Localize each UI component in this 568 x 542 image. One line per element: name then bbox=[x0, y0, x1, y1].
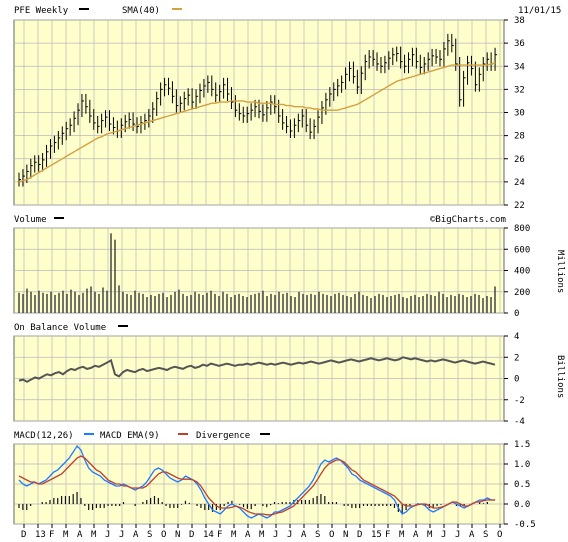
volume-bars bbox=[18, 233, 496, 313]
y-tick-label: 600 bbox=[514, 245, 530, 255]
x-tick-label: A bbox=[469, 530, 475, 540]
y-tick-label: 4 bbox=[514, 332, 519, 342]
credit-label: ©BigCharts.com bbox=[430, 215, 506, 225]
price-axis-ticks: 22 24 26 28 30 32 34 36 38 bbox=[504, 16, 525, 211]
divergence-legend-swatch bbox=[260, 433, 270, 435]
price-legend-swatch bbox=[79, 8, 89, 10]
y-tick-label: 34 bbox=[514, 62, 525, 72]
sma-legend-swatch bbox=[172, 8, 182, 10]
volume-legend-swatch bbox=[54, 217, 64, 219]
sma-line bbox=[18, 62, 496, 183]
date-label: 11/01/15 bbox=[518, 6, 561, 16]
x-tick-label: A bbox=[413, 530, 419, 540]
x-tick-label: S bbox=[315, 530, 320, 540]
price-bars bbox=[18, 33, 498, 187]
x-tick-label: 13 bbox=[35, 530, 46, 540]
x-tick-label: J bbox=[455, 530, 460, 540]
obv-legend-swatch bbox=[118, 325, 128, 327]
obv-label: On Balance Volume bbox=[14, 323, 106, 333]
volume-unit: Millions bbox=[555, 250, 565, 293]
y-tick-label: 2 bbox=[514, 353, 519, 363]
volume-label: Volume bbox=[14, 215, 47, 225]
x-tick-label: J bbox=[273, 530, 278, 540]
y-tick-label: 36 bbox=[514, 39, 525, 49]
x-tick-label: M bbox=[91, 530, 97, 540]
x-tick-label: O bbox=[497, 530, 502, 540]
x-tick-label: A bbox=[77, 530, 83, 540]
y-tick-label: 1.5 bbox=[514, 440, 530, 450]
y-tick-label: 22 bbox=[514, 201, 525, 211]
x-tick-label: F bbox=[49, 530, 54, 540]
obv-axis-ticks: -4 -2 0 2 4 bbox=[504, 332, 525, 427]
obv-unit: Billions bbox=[555, 355, 565, 398]
x-tick-label: M bbox=[231, 530, 237, 540]
y-tick-label: 28 bbox=[514, 132, 525, 142]
obv-grid bbox=[14, 335, 504, 422]
y-tick-label: 200 bbox=[514, 288, 530, 298]
x-tick-label: J bbox=[105, 530, 110, 540]
macd-ema-legend-swatch bbox=[178, 433, 188, 435]
y-tick-label: 0.5 bbox=[514, 480, 530, 490]
x-tick-label: M bbox=[427, 530, 433, 540]
x-tick-label: S bbox=[147, 530, 152, 540]
y-tick-label: 32 bbox=[514, 85, 525, 95]
obv-line bbox=[18, 356, 496, 383]
x-tick-label: S bbox=[483, 530, 488, 540]
x-axis-ticks: D 13 F M A M J J A S O N D 14 F M A M J J A S O N D 15 F M A M J J A S O bbox=[21, 524, 502, 540]
x-tick-label: N bbox=[343, 530, 348, 540]
y-tick-label: 400 bbox=[514, 267, 530, 277]
y-tick-label: 0.0 bbox=[514, 500, 530, 510]
x-tick-label: F bbox=[385, 530, 390, 540]
volume-axis-ticks: 0 200 400 600 800 bbox=[504, 224, 530, 319]
macd-ema-line bbox=[18, 455, 496, 516]
macd-ema-label: MACD EMA(9) bbox=[100, 431, 160, 441]
x-tick-label: J bbox=[287, 530, 292, 540]
y-tick-label: 26 bbox=[514, 155, 525, 165]
x-tick-label: M bbox=[399, 530, 405, 540]
x-tick-label: D bbox=[357, 530, 362, 540]
y-tick-label: 30 bbox=[514, 109, 525, 119]
x-tick-label: N bbox=[175, 530, 180, 540]
x-tick-label: F bbox=[217, 530, 222, 540]
y-tick-label: 0 bbox=[514, 309, 519, 319]
y-tick-label: -0.5 bbox=[514, 520, 536, 530]
x-tick-label: A bbox=[133, 530, 139, 540]
x-tick-label: O bbox=[329, 530, 334, 540]
y-tick-label: 24 bbox=[514, 178, 525, 188]
y-tick-label: 0 bbox=[514, 375, 519, 385]
y-tick-label: 1.0 bbox=[514, 460, 530, 470]
x-tick-label: D bbox=[189, 530, 194, 540]
x-tick-label: M bbox=[259, 530, 265, 540]
sma-label: SMA(40) bbox=[122, 6, 160, 16]
x-tick-label: M bbox=[63, 530, 69, 540]
x-tick-label: J bbox=[441, 530, 446, 540]
x-tick-label: J bbox=[119, 530, 124, 540]
y-tick-label: 38 bbox=[514, 16, 525, 26]
y-tick-label: -2 bbox=[514, 396, 525, 406]
x-tick-label: O bbox=[161, 530, 166, 540]
y-tick-label: -4 bbox=[514, 417, 525, 427]
macd-legend-swatch bbox=[84, 433, 94, 435]
macd-axis-ticks: -0.5 0.0 0.5 1.0 1.5 bbox=[504, 440, 536, 530]
divergence-label: Divergence bbox=[196, 431, 250, 441]
y-tick-label: 800 bbox=[514, 224, 530, 234]
macd-label: MACD(12,26) bbox=[14, 431, 74, 441]
x-tick-label: 14 bbox=[203, 530, 214, 540]
x-tick-label: D bbox=[21, 530, 26, 540]
divergence-bars bbox=[18, 492, 488, 514]
x-tick-label: A bbox=[245, 530, 251, 540]
macd-grid bbox=[14, 443, 504, 525]
ticker-label: PFE Weekly bbox=[14, 6, 69, 16]
x-tick-label: 15 bbox=[371, 530, 382, 540]
x-tick-label: A bbox=[301, 530, 307, 540]
